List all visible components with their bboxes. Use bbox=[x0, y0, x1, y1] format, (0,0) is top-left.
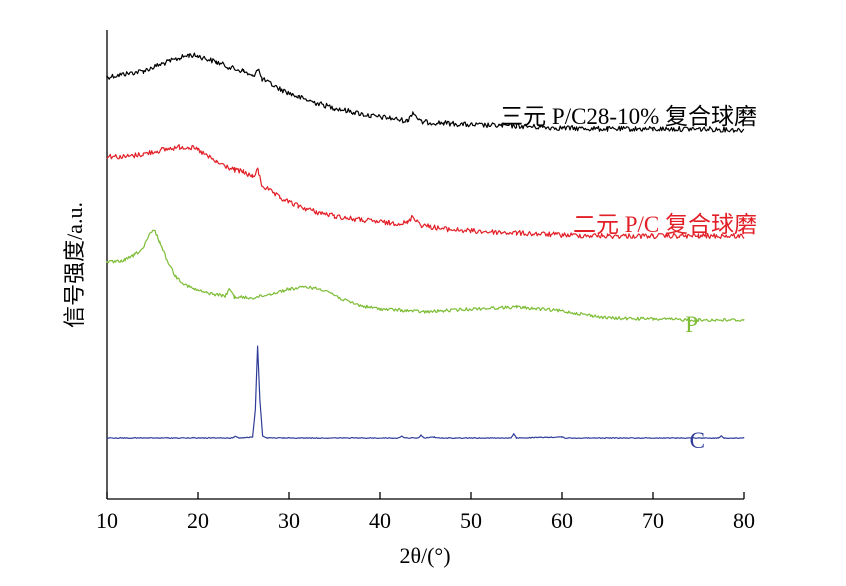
x-axis-tick-labels: 10 20 30 40 50 60 70 80 bbox=[96, 508, 755, 533]
series-line-0 bbox=[106, 52, 745, 133]
x-tick-label-60: 60 bbox=[551, 508, 573, 533]
series-label-2: P bbox=[685, 312, 698, 337]
x-tick-label-30: 30 bbox=[278, 508, 300, 533]
x-tick-label-20: 20 bbox=[187, 508, 209, 533]
x-tick-label-10: 10 bbox=[96, 508, 118, 533]
series-line-1 bbox=[106, 144, 745, 240]
x-tick-label-80: 80 bbox=[733, 508, 755, 533]
y-axis-title: 信号强度/a.u. bbox=[62, 202, 87, 328]
series-line-3 bbox=[106, 345, 745, 439]
x-tick-label-40: 40 bbox=[369, 508, 391, 533]
x-axis-ticks bbox=[106, 492, 745, 499]
series-line-2 bbox=[106, 229, 745, 323]
series-label-1: 二元 P/C 复合球磨 bbox=[573, 212, 757, 237]
series-layer bbox=[106, 52, 745, 439]
x-tick-label-70: 70 bbox=[642, 508, 664, 533]
series-label-0: 三元 P/C28-10% 复合球磨 bbox=[500, 104, 757, 129]
series-label-3: C bbox=[690, 428, 705, 453]
x-axis-title: 2θ/(°) bbox=[399, 543, 450, 568]
x-tick-label-50: 50 bbox=[460, 508, 482, 533]
